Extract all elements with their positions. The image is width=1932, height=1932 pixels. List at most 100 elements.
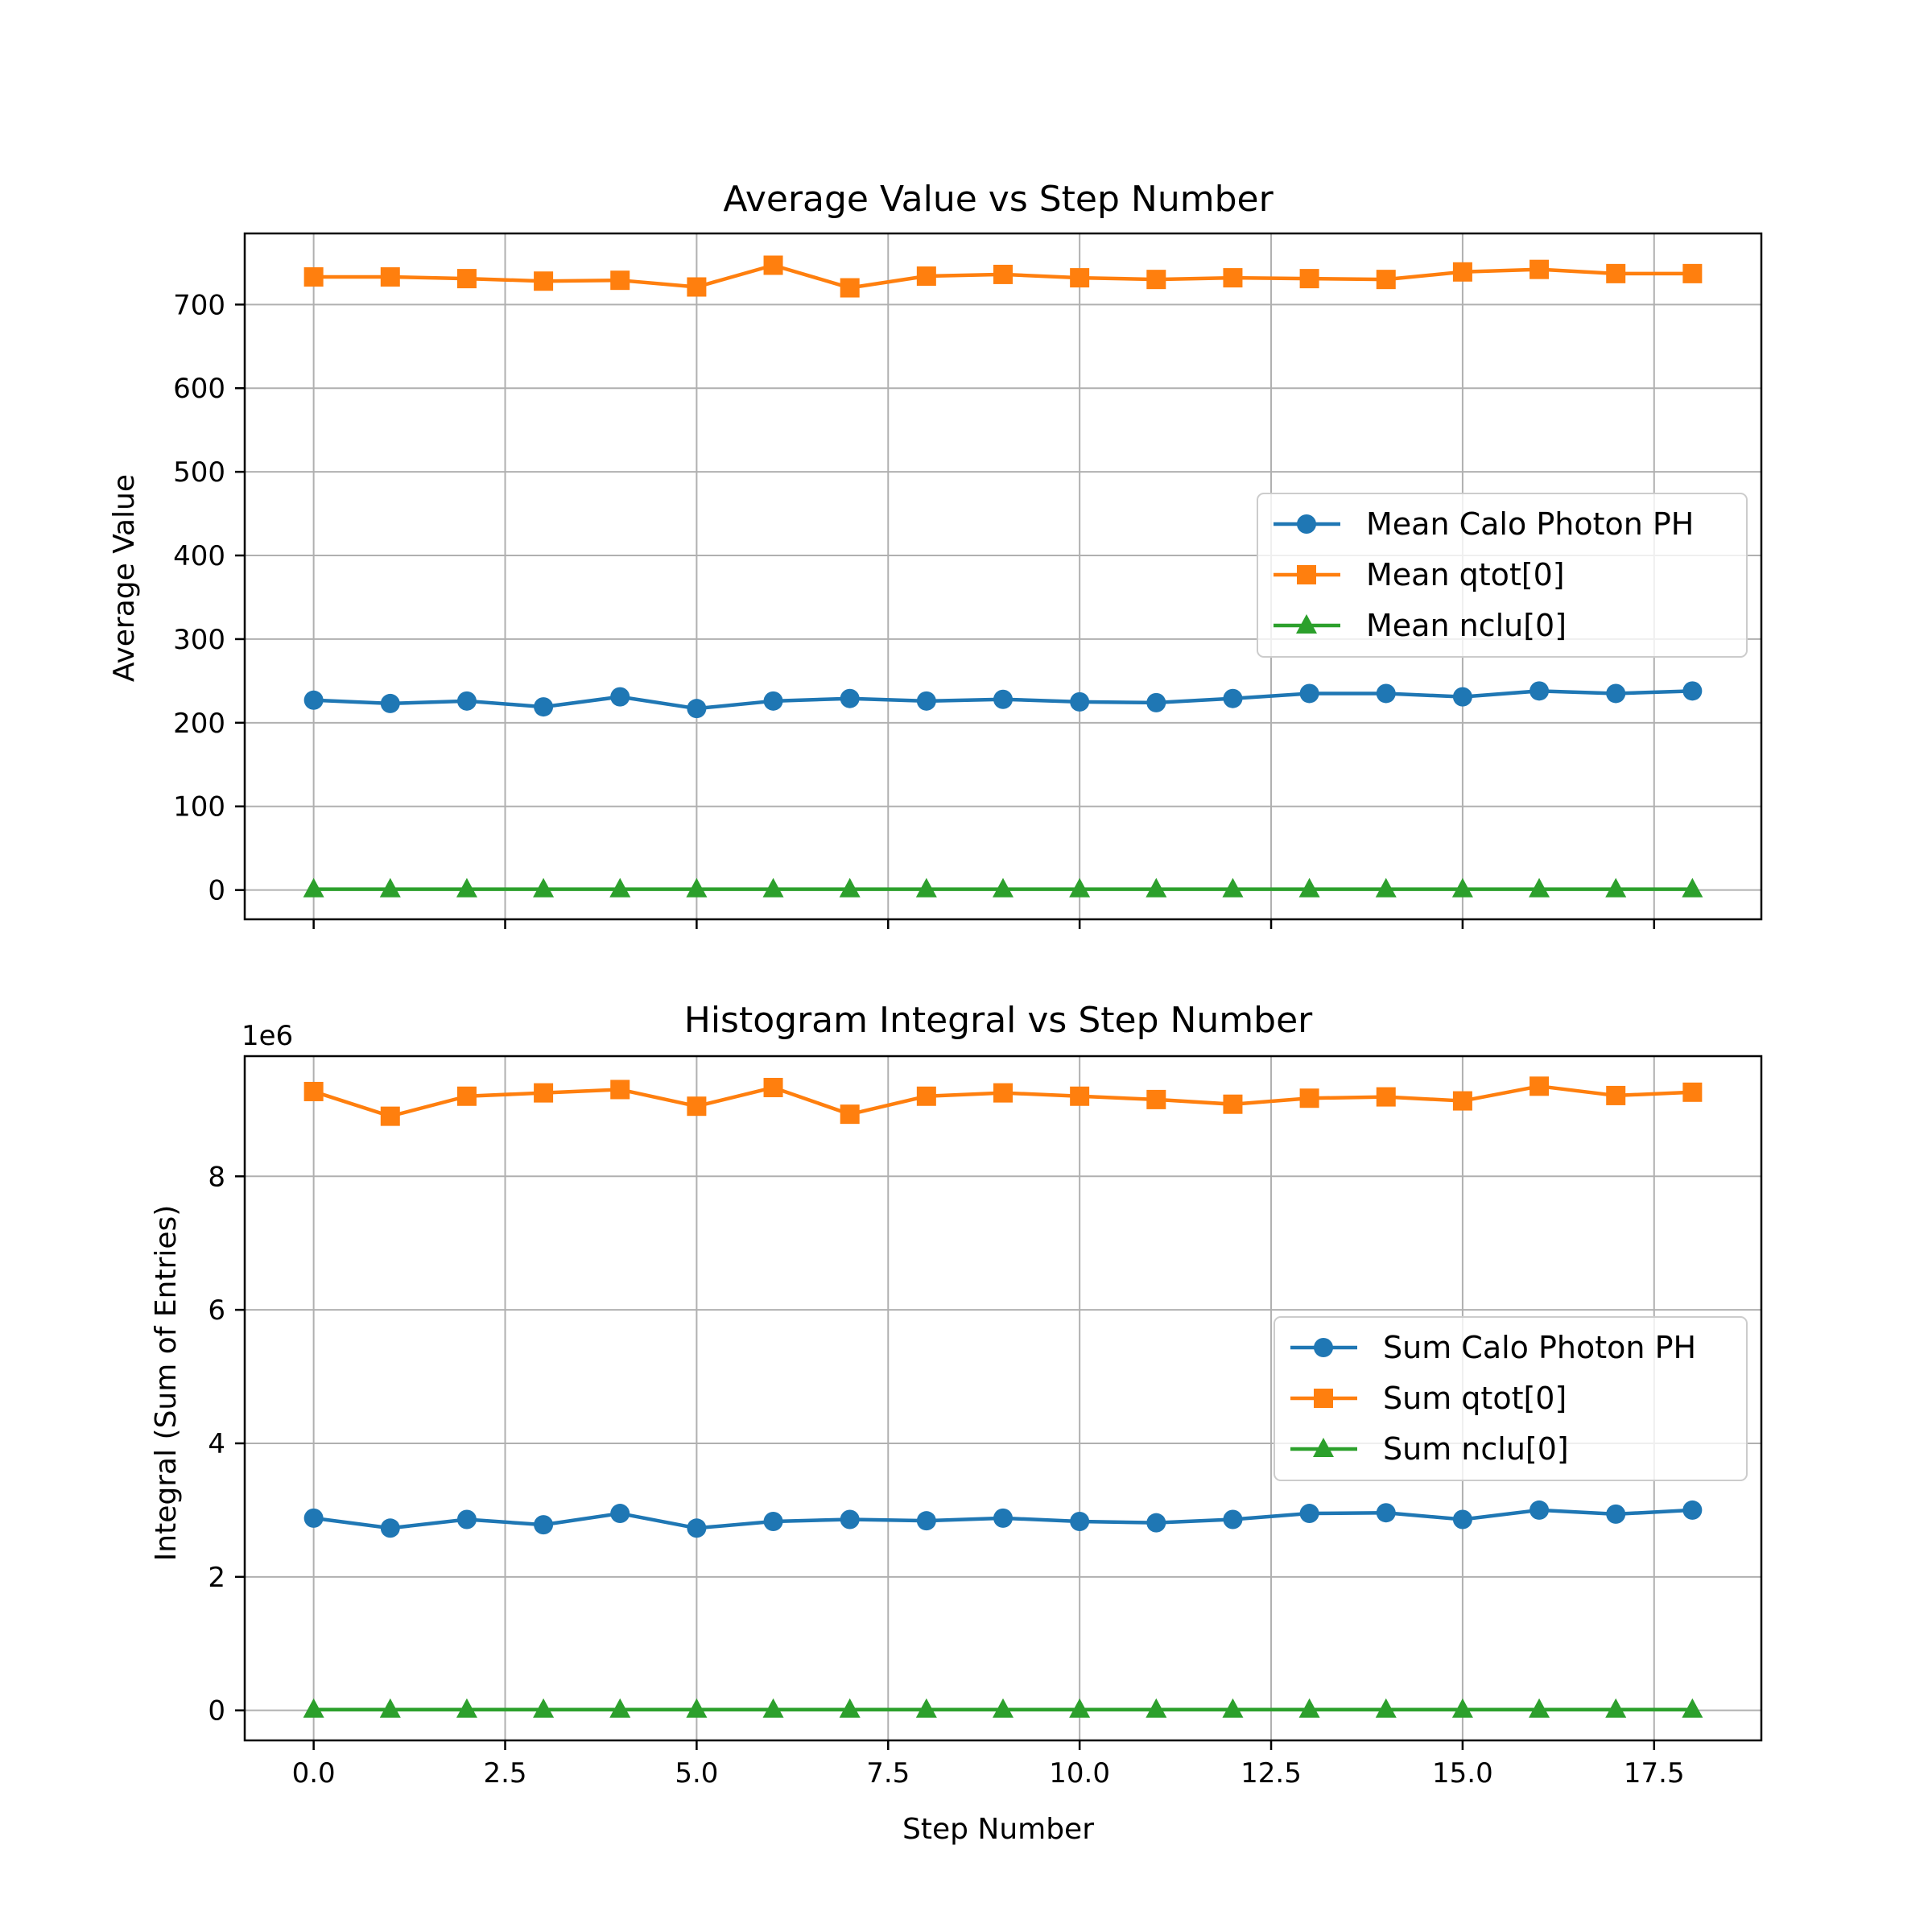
x-tick-label: 5.0 [675,1757,718,1790]
data-point [1682,681,1703,701]
legend-marker [1296,614,1317,634]
data-point [763,1512,783,1531]
data-point [916,266,936,286]
legend-label: Sum Calo Photon PH [1383,1330,1696,1365]
data-point [609,877,631,898]
legend-box [1257,493,1748,658]
data-point [686,1698,708,1718]
data-point [380,1518,400,1538]
data-point [456,1698,477,1718]
data-point [1452,687,1472,707]
data-point [687,1096,707,1117]
axes-frame [243,1055,1763,1742]
legend-item: Sum qtot[0] [1290,1381,1567,1416]
legend-marker [1297,565,1316,584]
data-point [1223,1094,1243,1114]
data-point [303,1508,324,1528]
data-point [916,1086,936,1106]
data-point [993,689,1013,709]
data-point [610,1080,630,1100]
data-point [456,1086,477,1106]
data-point [1606,683,1626,704]
data-point [303,267,324,287]
legend-item: Mean qtot[0] [1274,557,1565,592]
legend-item: Sum nclu[0] [1290,1431,1569,1467]
data-point [1452,1509,1472,1530]
data-point [1070,268,1090,288]
x-tick-label: 7.5 [866,1757,910,1790]
axes-frame [243,232,1763,921]
legend-label: Sum qtot[0] [1383,1381,1567,1416]
x-tick-label: 15.0 [1432,1757,1493,1790]
data-point [1529,877,1550,898]
x-tick-label: 2.5 [483,1757,526,1790]
y-axis-label: Integral (Sum of Entries) [150,1205,183,1562]
x-axis-label: Step Number [902,1813,1094,1846]
y-tick-label: 400 [173,540,225,572]
data-point [1605,1698,1627,1718]
data-point [1298,877,1320,898]
data-point [610,687,630,707]
legend-label: Mean Calo Photon PH [1366,506,1694,542]
y-tick-label: 0 [208,875,225,907]
data-point [534,1083,554,1103]
data-point [456,1509,477,1530]
data-point [1070,1512,1090,1531]
data-point [1223,1509,1243,1530]
data-point [1451,1698,1473,1718]
data-point [1146,270,1166,290]
data-point [763,255,783,275]
y-tick-label: 700 [173,289,225,321]
data-point [303,877,324,898]
y-tick-label: 300 [173,624,225,656]
series-group [303,1076,1703,1718]
data-point [1530,1500,1550,1520]
data-point [609,1698,631,1718]
y-tick-label: 0 [208,1695,225,1728]
data-point [1682,1500,1703,1520]
x-tick-label: 17.5 [1624,1757,1685,1790]
chart-title: Histogram Integral vs Step Number [684,1000,1313,1041]
chart-panel-average: Average Value vs Step Number Average Val… [108,179,1763,929]
legend-item: Sum Calo Photon PH [1290,1330,1696,1365]
data-point [1299,1504,1319,1524]
data-point [993,1508,1013,1528]
data-point [534,697,554,717]
y-tick-label: 600 [173,373,225,405]
data-point [1530,1076,1550,1096]
data-point [456,691,477,711]
data-point [1070,691,1090,712]
x-tick-label: 10.0 [1049,1757,1110,1790]
data-point [1070,1086,1090,1106]
y-tick-label: 500 [173,456,225,489]
data-point [1299,683,1319,704]
data-point [840,278,860,298]
data-point [763,1077,783,1097]
y-tick-label: 2 [208,1562,225,1594]
data-point [379,1698,401,1718]
data-point [380,693,400,713]
chart-panel-integral: Histogram Integral vs Step Number Integr… [150,1000,1763,1846]
ticks: 0.0 2.5 5.0 7.5 10.0 12.5 15.0 17.5 0 2 4 6 8 [208,1161,1684,1790]
data-point [840,1509,860,1530]
data-point [1222,877,1244,898]
data-point [1299,269,1319,289]
data-point [763,691,783,711]
data-point [1222,1698,1244,1718]
series-2 [303,1698,1703,1718]
data-point [1452,262,1472,282]
data-point [1299,1088,1319,1108]
data-point [915,1698,937,1718]
series-1 [303,255,1703,298]
data-point [993,877,1013,898]
data-point [839,877,861,898]
data-point [1682,263,1703,283]
x-tick-label: 0.0 [292,1757,336,1790]
legend-label: Sum nclu[0] [1383,1431,1569,1467]
data-point [534,1515,554,1535]
data-point [1223,268,1243,288]
y-offset-text: 1e6 [242,1020,293,1052]
data-point [1451,877,1473,898]
data-point [993,1083,1013,1103]
data-point [610,270,630,291]
